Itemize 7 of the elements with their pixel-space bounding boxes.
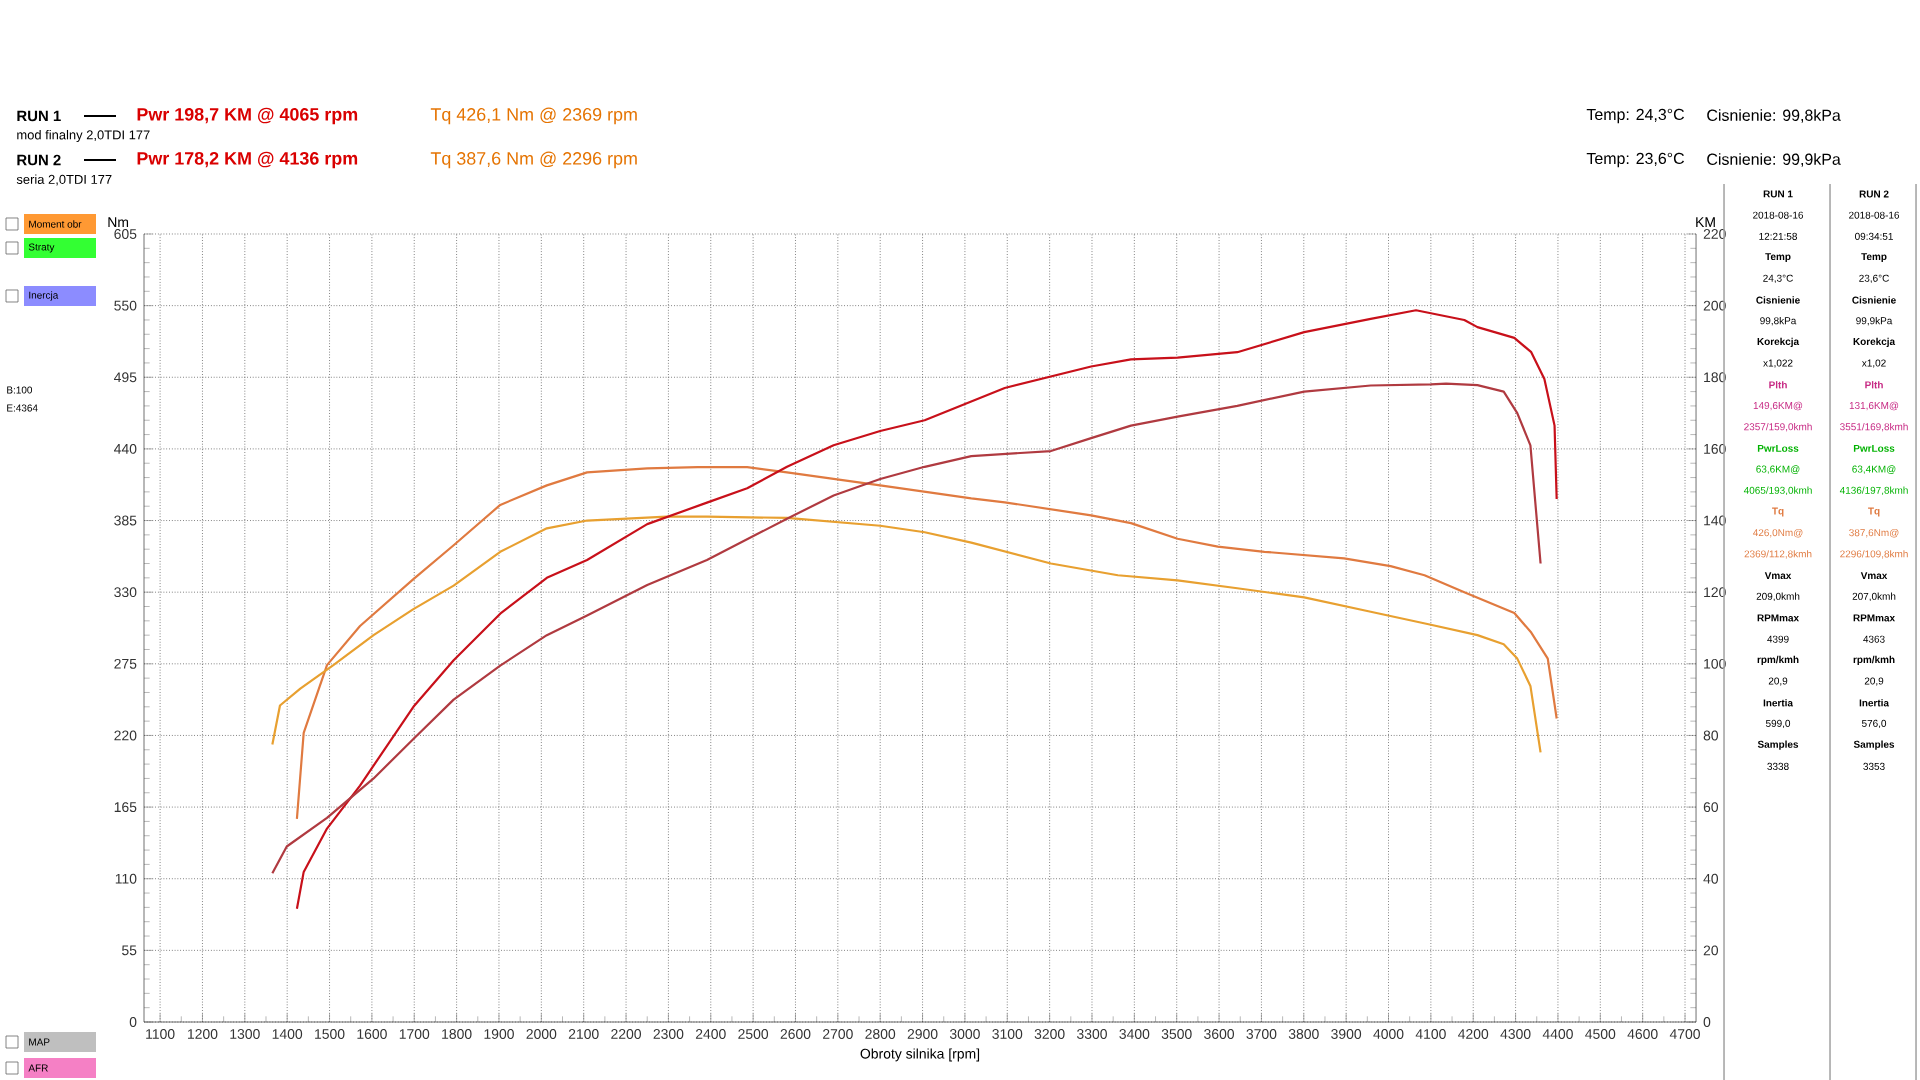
text: Pwr 198,7 KM @ 4065 rpm bbox=[137, 107, 358, 125]
line-series bbox=[271, 382, 1542, 875]
text: Tq 426,1 Nm @ 2369 rpm bbox=[430, 107, 637, 125]
text: Tq 387,6 Nm @ 2296 rpm bbox=[430, 151, 637, 169]
line-series bbox=[295, 466, 1558, 820]
line-series bbox=[295, 309, 1558, 910]
text: Pwr 178,2 KM @ 4136 rpm bbox=[137, 151, 358, 169]
